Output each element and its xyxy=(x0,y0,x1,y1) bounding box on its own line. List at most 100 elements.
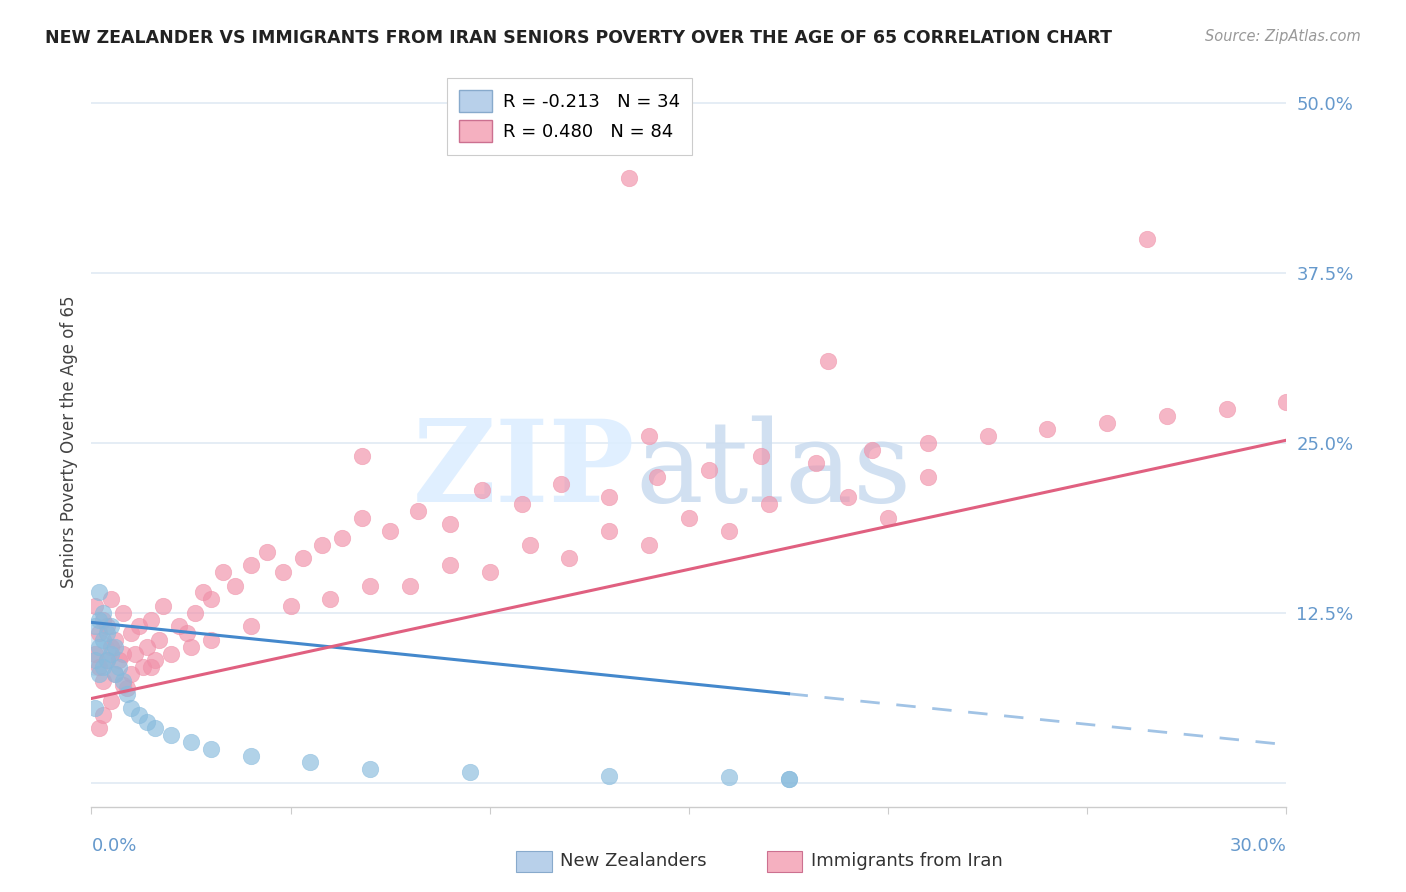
Point xyxy=(200,741,222,756)
Point xyxy=(758,497,780,511)
Point xyxy=(697,463,720,477)
Point xyxy=(89,613,111,627)
Point xyxy=(271,565,294,579)
Point xyxy=(1275,395,1298,409)
Point xyxy=(93,707,115,722)
Point xyxy=(917,436,939,450)
Text: Source: ZipAtlas.com: Source: ZipAtlas.com xyxy=(1205,29,1361,44)
Point xyxy=(619,170,641,185)
Point xyxy=(104,640,127,654)
Point xyxy=(256,544,278,558)
Point xyxy=(352,510,374,524)
Point xyxy=(359,579,381,593)
Point xyxy=(311,538,333,552)
Y-axis label: Seniors Poverty Over the Age of 65: Seniors Poverty Over the Age of 65 xyxy=(59,295,77,588)
Point xyxy=(778,772,800,786)
Point xyxy=(112,647,135,661)
Point xyxy=(180,735,202,749)
Point xyxy=(817,354,839,368)
Point xyxy=(478,565,501,579)
Point xyxy=(120,701,142,715)
Point xyxy=(749,450,772,464)
Point xyxy=(399,579,422,593)
Point xyxy=(112,673,135,688)
Point xyxy=(167,619,190,633)
Point xyxy=(717,770,740,784)
Point xyxy=(143,653,166,667)
Point xyxy=(184,606,207,620)
Point xyxy=(128,707,150,722)
Point xyxy=(100,647,122,661)
FancyBboxPatch shape xyxy=(766,851,803,871)
Point xyxy=(84,647,107,661)
Point xyxy=(458,764,481,779)
Point xyxy=(160,647,183,661)
Point xyxy=(598,524,620,539)
Point xyxy=(112,606,135,620)
Text: NEW ZEALANDER VS IMMIGRANTS FROM IRAN SENIORS POVERTY OVER THE AGE OF 65 CORRELA: NEW ZEALANDER VS IMMIGRANTS FROM IRAN SE… xyxy=(45,29,1112,46)
Point xyxy=(550,476,572,491)
Point xyxy=(1156,409,1178,423)
Point xyxy=(100,619,122,633)
Point xyxy=(120,667,142,681)
Point xyxy=(93,633,115,648)
Point xyxy=(1036,422,1059,436)
Point xyxy=(860,442,883,457)
Point xyxy=(104,667,127,681)
Point xyxy=(519,538,541,552)
Point xyxy=(93,613,115,627)
Point xyxy=(141,613,162,627)
Point xyxy=(148,633,170,648)
Point xyxy=(638,538,661,552)
Point xyxy=(224,579,246,593)
Point xyxy=(160,728,183,742)
Point xyxy=(180,640,202,654)
Point xyxy=(108,653,131,667)
Point xyxy=(93,606,115,620)
Point xyxy=(115,681,138,695)
Point xyxy=(598,490,620,504)
Point xyxy=(84,653,107,667)
Point xyxy=(319,592,342,607)
Point xyxy=(100,694,122,708)
Point xyxy=(332,531,354,545)
Point xyxy=(84,701,107,715)
Point xyxy=(299,756,322,770)
Point xyxy=(439,517,461,532)
Point xyxy=(471,483,494,498)
FancyBboxPatch shape xyxy=(516,851,551,871)
Point xyxy=(93,660,115,674)
Point xyxy=(239,558,262,573)
Point xyxy=(200,633,222,648)
Point xyxy=(136,640,159,654)
Point xyxy=(115,687,138,701)
Point xyxy=(112,678,135,692)
Text: 30.0%: 30.0% xyxy=(1230,838,1286,855)
Legend: R = -0.213   N = 34, R = 0.480   N = 84: R = -0.213 N = 34, R = 0.480 N = 84 xyxy=(447,78,692,155)
Point xyxy=(104,633,127,648)
Point xyxy=(211,565,233,579)
Point xyxy=(638,429,661,443)
Point xyxy=(89,640,111,654)
Point xyxy=(200,592,222,607)
Point xyxy=(124,647,146,661)
Point xyxy=(132,660,155,674)
Point xyxy=(96,626,118,640)
Point xyxy=(976,429,998,443)
Point xyxy=(1097,416,1119,430)
Point xyxy=(84,599,107,613)
Text: ZIP: ZIP xyxy=(413,416,636,526)
Point xyxy=(717,524,740,539)
Text: 0.0%: 0.0% xyxy=(91,838,136,855)
Point xyxy=(96,653,118,667)
Point xyxy=(352,450,374,464)
Point xyxy=(89,626,111,640)
Point xyxy=(152,599,174,613)
Point xyxy=(239,619,262,633)
Text: New Zealanders: New Zealanders xyxy=(560,852,706,870)
Point xyxy=(96,653,118,667)
Point xyxy=(406,504,429,518)
Point xyxy=(89,722,111,736)
Point xyxy=(378,524,402,539)
Point xyxy=(100,640,122,654)
